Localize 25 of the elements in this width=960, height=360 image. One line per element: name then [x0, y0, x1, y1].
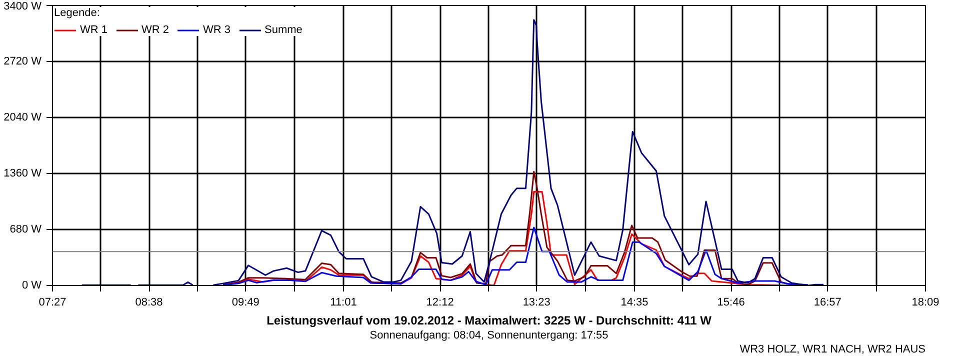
- x-tick-label: 07:27: [38, 296, 66, 308]
- x-tick-label: 08:38: [135, 296, 163, 308]
- x-tick-label: 18:09: [912, 296, 940, 308]
- legend-title: Legende:: [54, 7, 101, 19]
- x-tick-label: 16:57: [814, 296, 842, 308]
- x-tick-label: 15:46: [717, 296, 745, 308]
- legend-label: WR 2: [142, 24, 169, 36]
- y-tick-label: 1360 W: [4, 168, 42, 180]
- x-tick-label: 13:23: [522, 296, 550, 308]
- text: Sonnenaufgang: 08:04, Sonnenuntergang: 17:55: [370, 330, 608, 342]
- legend-label: Summe: [264, 24, 302, 36]
- x-tick-label: 14:35: [620, 296, 648, 308]
- y-tick-label: 0 W: [22, 280, 42, 292]
- x-tick-label: 09:49: [232, 296, 260, 308]
- legend-label: WR 1: [80, 24, 108, 36]
- legend-label: WR 3: [203, 24, 230, 36]
- text: Leistungsverlauf vom 19.02.2012 - Maximalwert: 3225 W - Durchschnitt: 411 W: [266, 314, 712, 328]
- text: WR3 HOLZ, WR1 NACH, WR2 HAUS: [740, 344, 926, 356]
- line-series: [222, 226, 809, 286]
- y-tick-label: 2720 W: [4, 56, 42, 68]
- x-tick-label: 11:01: [330, 296, 357, 308]
- y-tick-label: 680 W: [10, 224, 42, 236]
- x-tick-label: 12:12: [426, 296, 454, 308]
- y-tick-label: 3400 W: [4, 0, 42, 12]
- y-tick-label: 2040 W: [4, 112, 42, 124]
